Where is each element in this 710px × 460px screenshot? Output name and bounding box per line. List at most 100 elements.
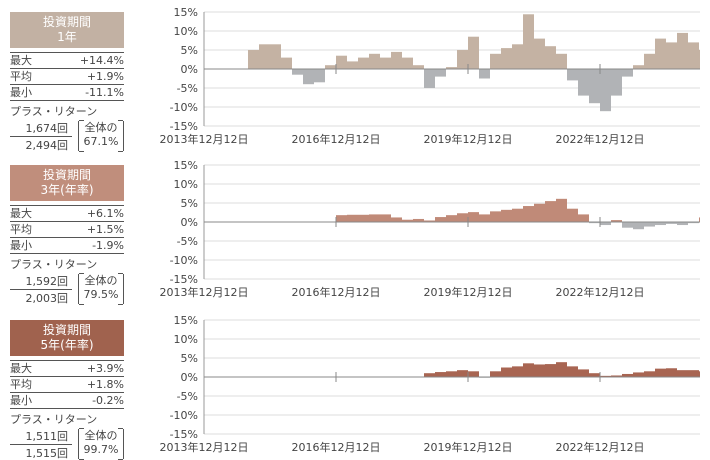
y-tick-label: 10% bbox=[174, 25, 198, 38]
return-bar bbox=[611, 220, 622, 222]
stat-max-value: +3.9% bbox=[86, 362, 124, 375]
return-bar bbox=[446, 67, 457, 69]
return-bar bbox=[369, 214, 380, 222]
return-bar bbox=[457, 213, 468, 222]
return-bar bbox=[457, 50, 468, 69]
period-title: 投資期間 5年(年率) bbox=[10, 320, 124, 356]
period-title-line1: 投資期間 bbox=[42, 168, 91, 182]
stat-max-value: +6.1% bbox=[86, 207, 124, 220]
y-tick-label: 10% bbox=[174, 178, 198, 191]
return-bar bbox=[468, 371, 479, 377]
y-tick-label: 15% bbox=[174, 159, 198, 172]
ratio-value: 67.1% bbox=[83, 135, 119, 148]
plus-return-ratio: 1,592回 2,003回 全体の 79.5% bbox=[10, 273, 124, 306]
return-bar bbox=[281, 57, 292, 69]
period-title-line2: 3年(年率) bbox=[40, 183, 94, 197]
return-bar bbox=[589, 373, 600, 377]
total-count: 2,494回 bbox=[25, 139, 69, 152]
return-bar bbox=[699, 50, 700, 69]
return-bar bbox=[501, 209, 512, 222]
return-bar bbox=[512, 366, 523, 377]
y-tick-label: -5% bbox=[177, 235, 198, 248]
y-tick-label: -15% bbox=[170, 273, 198, 286]
return-bar bbox=[655, 38, 666, 69]
stat-min-value: -0.2% bbox=[92, 394, 124, 407]
x-tick-label: 2019年12月12日 bbox=[424, 132, 513, 146]
return-bar bbox=[424, 220, 435, 222]
stat-max: 最大 +3.9% bbox=[10, 360, 124, 377]
x-tick-label: 2022年12月12日 bbox=[556, 440, 645, 454]
return-bar bbox=[523, 206, 534, 222]
return-bar bbox=[578, 214, 589, 222]
return-bar bbox=[699, 371, 700, 377]
period-title-line2: 1年 bbox=[57, 30, 77, 44]
plus-return-label: プラス・リターン bbox=[10, 258, 98, 271]
rolling-return-chart: 15% 10% 5% 0% -5% -10% -15%2013年12月12日 2016年12月… bbox=[160, 314, 700, 454]
return-bar bbox=[556, 198, 567, 222]
period-title-line2: 5年(年率) bbox=[40, 338, 94, 352]
stat-avg: 平均 +1.8% bbox=[10, 377, 124, 393]
return-bar bbox=[402, 219, 413, 222]
rolling-return-chart: 15% 10% 5% 0% -5% -10% -15%2013年12月12日 2016年12月… bbox=[160, 6, 700, 146]
y-tick-label: -5% bbox=[177, 390, 198, 403]
return-bar bbox=[358, 57, 369, 69]
return-bar bbox=[424, 69, 435, 88]
plus-return-label: プラス・リターン bbox=[10, 105, 98, 118]
y-tick-label: 0% bbox=[181, 63, 198, 76]
return-bar bbox=[490, 371, 501, 377]
plus-return-ratio: 1,511回 1,515回 全体の 99.7% bbox=[10, 428, 124, 460]
return-bar bbox=[413, 218, 424, 222]
ratio-value: 99.7% bbox=[83, 443, 119, 456]
ratio-box: 全体の 79.5% bbox=[78, 273, 124, 305]
return-bar bbox=[479, 69, 490, 79]
return-bar bbox=[534, 203, 545, 222]
return-bar bbox=[644, 53, 655, 69]
return-bar bbox=[677, 222, 688, 226]
x-tick-label: 2013年12月12日 bbox=[160, 132, 249, 146]
y-tick-label: -15% bbox=[170, 428, 198, 441]
y-tick-label: 5% bbox=[181, 197, 198, 210]
return-bar bbox=[545, 364, 556, 377]
y-tick-label: 10% bbox=[174, 333, 198, 346]
y-tick-label: 0% bbox=[181, 216, 198, 229]
stat-avg-value: +1.9% bbox=[86, 70, 124, 83]
return-bar bbox=[666, 42, 677, 69]
return-bar bbox=[523, 363, 534, 377]
period-title: 投資期間 1年 bbox=[10, 12, 124, 48]
return-bar bbox=[589, 69, 600, 104]
y-tick-label: -10% bbox=[170, 254, 198, 267]
period-title: 投資期間 3年(年率) bbox=[10, 165, 124, 201]
return-bar bbox=[644, 371, 655, 377]
stat-min-value: -1.9% bbox=[92, 239, 124, 252]
y-tick-label: 15% bbox=[174, 6, 198, 19]
stat-min-value: -11.1% bbox=[85, 86, 124, 99]
stat-min: 最小 -11.1% bbox=[10, 85, 124, 101]
return-bar bbox=[633, 65, 644, 69]
ratio-box: 全体の 99.7% bbox=[78, 428, 124, 460]
return-bar bbox=[358, 214, 369, 222]
return-bar bbox=[248, 50, 259, 69]
return-bar bbox=[600, 375, 611, 377]
return-bar bbox=[523, 14, 534, 70]
return-bar bbox=[545, 46, 556, 69]
return-bar bbox=[688, 222, 699, 224]
plus-count: 1,592回 bbox=[10, 274, 72, 290]
return-bar bbox=[567, 208, 578, 222]
y-tick-label: -10% bbox=[170, 101, 198, 114]
return-bar bbox=[457, 370, 468, 377]
return-bar bbox=[336, 215, 347, 222]
rolling-return-chart: 15% 10% 5% 0% -5% -10% -15%2013年12月12日 2016年12月… bbox=[160, 159, 700, 299]
stats-panel: 投資期間 5年(年率) 最大 +3.9% 平均 +1.8% 最小 -0.2% プラス・… bbox=[10, 320, 124, 460]
y-tick-label: 15% bbox=[174, 314, 198, 327]
total-count: 2,003回 bbox=[25, 292, 69, 305]
x-tick-label: 2013年12月12日 bbox=[160, 285, 249, 299]
return-bar bbox=[424, 373, 435, 377]
return-bar bbox=[446, 371, 457, 377]
return-bar bbox=[545, 201, 556, 222]
return-bar bbox=[655, 368, 666, 377]
stat-max-label: 最大 bbox=[10, 362, 32, 375]
return-bar bbox=[446, 215, 457, 222]
x-tick-label: 2019年12月12日 bbox=[424, 440, 513, 454]
return-bar bbox=[611, 375, 622, 377]
stat-min-label: 最小 bbox=[10, 86, 32, 99]
